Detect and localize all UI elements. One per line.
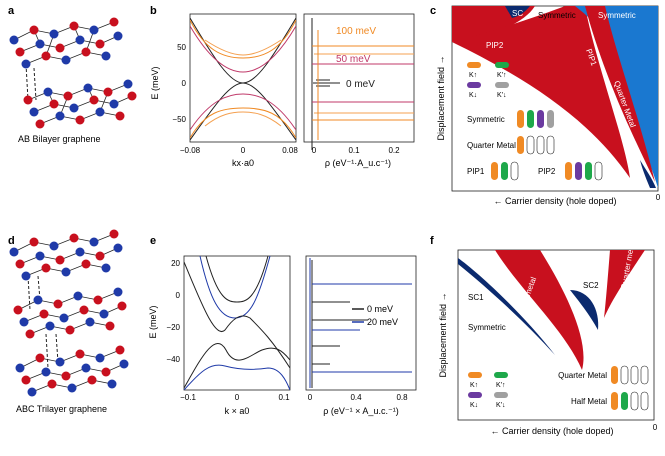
legend-quarter: Quarter Metal bbox=[467, 141, 516, 150]
legend-f-k-up: K↑ bbox=[470, 382, 478, 389]
panel-b-line-100: 100 meV bbox=[336, 26, 376, 37]
panel-b-xtick: 0.08 bbox=[282, 146, 298, 155]
panel-e-bands bbox=[183, 255, 291, 391]
panel-b-xtick: −0.08 bbox=[180, 146, 201, 155]
panel-b-ytick: 50 bbox=[177, 43, 186, 52]
panel-a-label: a bbox=[8, 5, 15, 17]
panel-e-ylabel: E (meV) bbox=[148, 305, 158, 338]
panel-e-legend-0: 0 meV bbox=[367, 304, 393, 314]
panel-b-line-50: 50 meV bbox=[336, 54, 371, 65]
panel-b-xtick-r: 0.1 bbox=[348, 146, 360, 155]
panel-c-legend bbox=[467, 62, 603, 181]
legend-kp-down: K'↓ bbox=[497, 92, 507, 99]
panel-d-label: d bbox=[8, 235, 15, 247]
panel-e-ytick: −40 bbox=[166, 355, 180, 364]
panel-b-label: b bbox=[150, 5, 157, 17]
panel-f-legend bbox=[468, 365, 649, 411]
legend-kp-up: K'↑ bbox=[497, 72, 507, 79]
panel-b-ylabel: E (meV) bbox=[150, 66, 160, 99]
phase-sc2: SC2 bbox=[583, 281, 599, 290]
bilayer-lattice bbox=[9, 17, 137, 129]
panel-b-xtick-r: 0.2 bbox=[388, 146, 400, 155]
legend-k-up: K↑ bbox=[469, 72, 477, 79]
panel-b-xtick: 0 bbox=[241, 146, 246, 155]
phase-symmetric-f: Symmetric bbox=[468, 323, 506, 332]
legend-f-half: Half Metal bbox=[571, 397, 607, 406]
legend-pip1: PIP1 bbox=[467, 167, 485, 176]
legend-k-down: K↓ bbox=[469, 92, 477, 99]
legend-pip2: PIP2 bbox=[538, 167, 556, 176]
phase-symmetric-right: Symmetric bbox=[598, 11, 636, 20]
phase-sc1: SC1 bbox=[468, 293, 484, 302]
panel-b-bands bbox=[189, 13, 297, 143]
panel-e-xtick: 0 bbox=[235, 393, 240, 402]
panel-e-legend-20: 20 meV bbox=[367, 317, 398, 327]
panel-c-phase-diagram bbox=[451, 5, 659, 192]
panel-e-xtick-r: 0 bbox=[308, 393, 313, 402]
panel-e-xtick: −0.1 bbox=[180, 393, 196, 402]
panel-f-zero: 0 bbox=[653, 423, 658, 432]
panel-e-xtick: 0.1 bbox=[278, 393, 290, 402]
panel-f-xlabel: ← Carrier density (hole doped) bbox=[490, 426, 613, 436]
panel-a-caption: AB Bilayer graphene bbox=[18, 134, 101, 144]
legend-f-kp-up: K'↑ bbox=[496, 382, 506, 389]
panel-e-ytick: −20 bbox=[166, 323, 180, 332]
panel-c-zero: 0 bbox=[656, 193, 661, 202]
legend-f-kp-down: K'↓ bbox=[496, 402, 506, 409]
panel-f-ylabel: Displacement field → bbox=[438, 292, 448, 377]
phase-sc: SC bbox=[512, 9, 523, 18]
panel-e-xlabel-left: k × a0 bbox=[225, 406, 250, 416]
trilayer-lattice bbox=[9, 229, 129, 397]
panel-c-xlabel: ← Carrier density (hole doped) bbox=[493, 196, 616, 206]
panel-b-xtick-r: 0 bbox=[312, 146, 317, 155]
panel-d-caption: ABC Trilayer graphene bbox=[16, 404, 107, 414]
panel-b-xlabel-right: ρ (eV⁻¹·A_u.c⁻¹) bbox=[325, 158, 391, 168]
panel-e-dos bbox=[305, 255, 417, 391]
panel-b-dos bbox=[303, 13, 415, 150]
panel-b-xlabel-left: kx·a0 bbox=[232, 158, 254, 168]
phase-pip2: PIP2 bbox=[486, 41, 504, 50]
panel-c-label: c bbox=[430, 5, 436, 17]
panel-f-phase-diagram bbox=[457, 249, 655, 421]
panel-e-ytick: 20 bbox=[171, 259, 180, 268]
panel-b-line-0: 0 meV bbox=[346, 79, 375, 90]
phase-symmetric-top: Symmetric bbox=[538, 11, 576, 20]
panel-e-label: e bbox=[150, 235, 156, 247]
panel-f-label: f bbox=[430, 235, 434, 247]
panel-b-ytick: −50 bbox=[172, 115, 186, 124]
panel-c-ylabel: Displacement field → bbox=[436, 55, 446, 140]
legend-f-k-down: K↓ bbox=[470, 402, 478, 409]
panel-e-xtick-r: 0.8 bbox=[396, 393, 408, 402]
panel-e-ytick: 0 bbox=[176, 291, 181, 300]
legend-symmetric: Symmetric bbox=[467, 115, 505, 124]
panel-b-ytick: 0 bbox=[182, 79, 187, 88]
panel-e-xtick-r: 0.4 bbox=[350, 393, 362, 402]
legend-f-quarter: Quarter Metal bbox=[558, 371, 607, 380]
panel-e-xlabel-right: ρ (eV⁻¹ × A_u.c.⁻¹) bbox=[323, 406, 398, 416]
